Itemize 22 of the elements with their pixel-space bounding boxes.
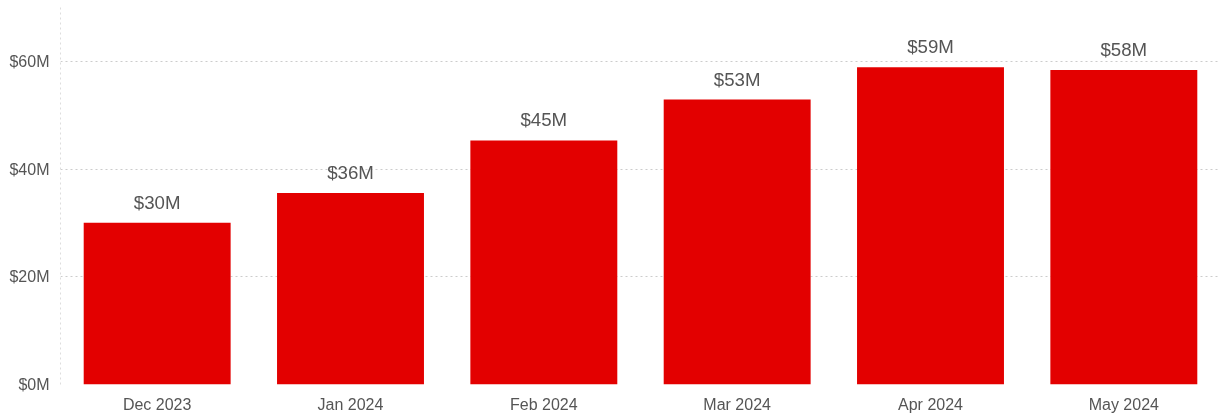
x-tick-label: May 2024 (1088, 395, 1160, 413)
x-tick-label: Mar 2024 (703, 395, 772, 413)
bar (470, 140, 618, 385)
bar (663, 99, 811, 385)
bar (83, 222, 231, 385)
data-label: $45M (520, 109, 568, 131)
data-label: $59M (907, 36, 954, 58)
bar (1050, 70, 1198, 385)
data-label: $53M (713, 68, 761, 90)
y-tick-label: $0M (18, 376, 50, 393)
data-label: $30M (133, 191, 181, 213)
x-tick-label: Jan 2024 (317, 395, 384, 413)
data-label: $36M (327, 162, 374, 184)
y-tick-label: $40M (9, 160, 50, 178)
y-tick-label: $60M (9, 53, 50, 71)
x-tick-label: Apr 2024 (898, 395, 964, 413)
x-tick-label: Dec 2023 (122, 395, 192, 413)
data-label: $58M (1100, 39, 1148, 61)
bar (277, 193, 424, 385)
x-tick-label: Feb 2024 (510, 395, 578, 413)
bar (857, 67, 1004, 385)
y-tick-label: $20M (9, 268, 50, 286)
